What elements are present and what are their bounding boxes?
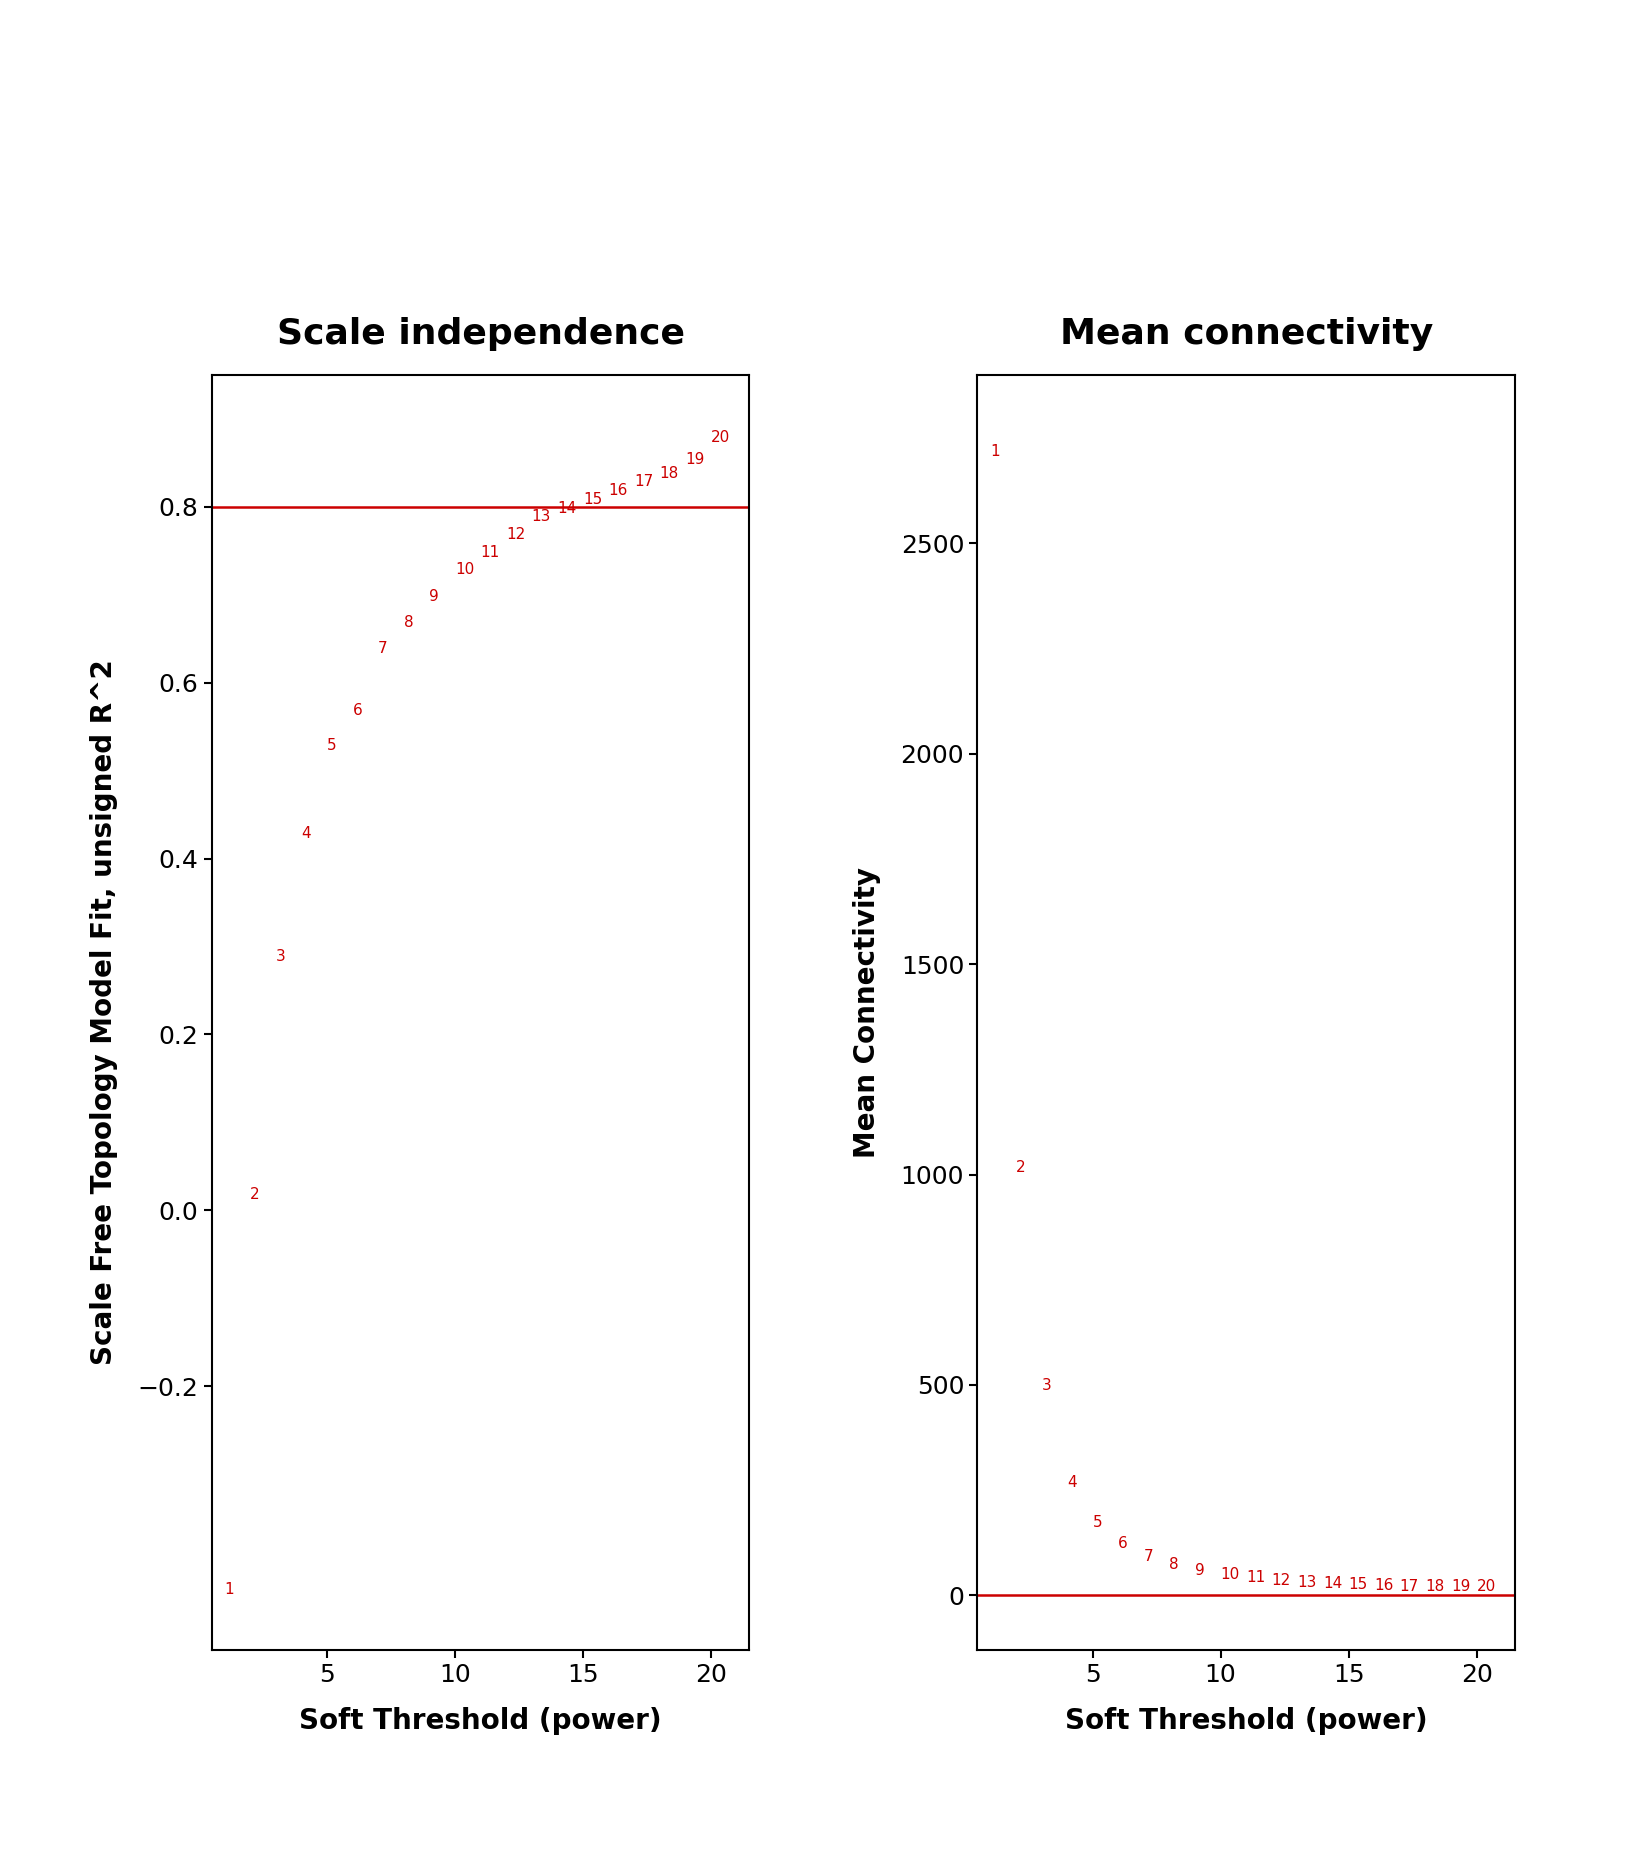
Text: 1: 1 <box>990 444 1000 459</box>
Text: 12: 12 <box>507 527 526 542</box>
Text: 18: 18 <box>660 465 679 480</box>
Text: 4: 4 <box>1067 1476 1077 1491</box>
X-axis label: Soft Threshold (power): Soft Threshold (power) <box>300 1706 661 1734</box>
Text: 9: 9 <box>430 589 440 604</box>
Text: 2: 2 <box>1016 1159 1025 1174</box>
Text: 16: 16 <box>609 484 627 499</box>
Text: 17: 17 <box>1399 1579 1419 1594</box>
Text: 13: 13 <box>1297 1575 1316 1590</box>
Text: 7: 7 <box>1144 1549 1153 1564</box>
Text: 9: 9 <box>1196 1562 1205 1577</box>
Text: 15: 15 <box>1349 1577 1368 1592</box>
Text: 19: 19 <box>686 452 705 467</box>
Text: 3: 3 <box>275 949 285 964</box>
Text: 15: 15 <box>583 491 603 506</box>
Text: 18: 18 <box>1425 1579 1445 1594</box>
Text: 14: 14 <box>557 501 577 516</box>
Text: 10: 10 <box>1220 1568 1240 1582</box>
Title: Mean connectivity: Mean connectivity <box>1059 317 1434 351</box>
Text: 17: 17 <box>634 474 653 489</box>
Text: 20: 20 <box>1476 1579 1495 1594</box>
Text: 7: 7 <box>378 641 388 656</box>
Text: 13: 13 <box>531 510 551 525</box>
Text: 5: 5 <box>1093 1515 1103 1530</box>
Text: 8: 8 <box>404 615 414 630</box>
Text: 14: 14 <box>1323 1577 1342 1592</box>
Text: 11: 11 <box>481 544 500 559</box>
Text: 1: 1 <box>225 1582 235 1598</box>
Text: 16: 16 <box>1375 1579 1393 1594</box>
Text: 8: 8 <box>1170 1556 1179 1571</box>
Y-axis label: Mean Connectivity: Mean Connectivity <box>854 866 881 1159</box>
Text: 4: 4 <box>301 827 311 842</box>
Title: Scale independence: Scale independence <box>277 317 684 351</box>
Text: 20: 20 <box>710 431 730 446</box>
Text: 11: 11 <box>1246 1569 1266 1584</box>
Text: 3: 3 <box>1041 1378 1051 1393</box>
X-axis label: Soft Threshold (power): Soft Threshold (power) <box>1065 1706 1427 1734</box>
Text: 2: 2 <box>251 1187 259 1202</box>
Text: 5: 5 <box>327 739 337 754</box>
Text: 6: 6 <box>1117 1536 1127 1551</box>
Text: 10: 10 <box>454 562 474 578</box>
Text: 12: 12 <box>1272 1573 1292 1588</box>
Y-axis label: Scale Free Topology Model Fit, unsigned R^2: Scale Free Topology Model Fit, unsigned … <box>90 660 119 1365</box>
Text: 19: 19 <box>1451 1579 1471 1594</box>
Text: 6: 6 <box>352 703 362 718</box>
